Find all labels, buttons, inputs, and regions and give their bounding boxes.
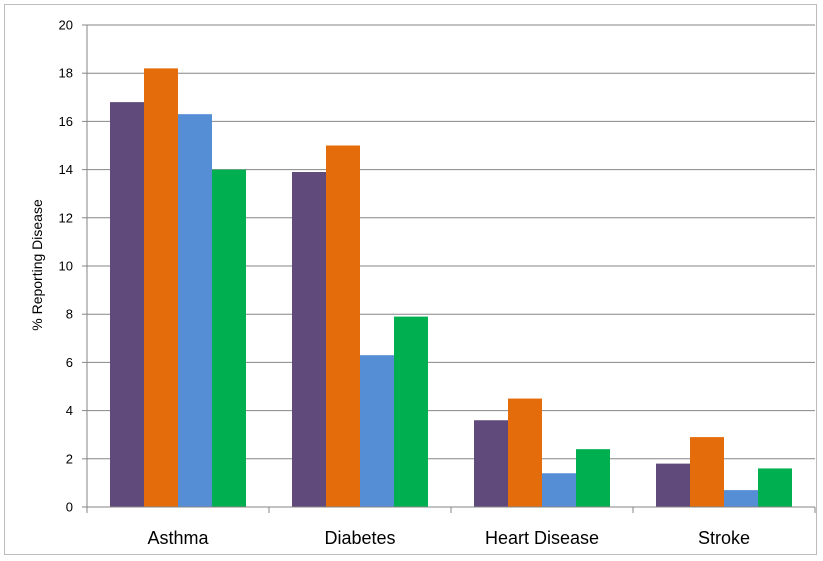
bar-diabetes-series-4 bbox=[394, 316, 428, 507]
bar-heart-disease-series-2 bbox=[508, 398, 542, 507]
y-tick-label: 16 bbox=[59, 114, 73, 129]
bar-stroke-series-3 bbox=[724, 490, 758, 507]
bar-heart-disease-series-1 bbox=[474, 420, 508, 507]
y-tick-label: 18 bbox=[59, 66, 73, 81]
bar-heart-disease-series-4 bbox=[576, 449, 610, 507]
bar-asthma-series-4 bbox=[212, 169, 246, 507]
x-category-label: Asthma bbox=[147, 528, 209, 548]
y-tick-label: 8 bbox=[66, 307, 73, 322]
bar-stroke-series-2 bbox=[690, 437, 724, 507]
y-tick-label: 14 bbox=[59, 162, 73, 177]
bar-stroke-series-1 bbox=[656, 463, 690, 507]
bar-asthma-series-1 bbox=[110, 102, 144, 508]
x-category-label: Diabetes bbox=[324, 528, 395, 548]
bar-heart-disease-series-3 bbox=[542, 473, 576, 507]
bar-diabetes-series-2 bbox=[326, 145, 360, 507]
y-tick-label: 12 bbox=[59, 210, 73, 225]
y-axis-ticks: 0 2 4 6 8 10 12 14 16 18 20 bbox=[59, 18, 87, 515]
y-tick-label: 6 bbox=[66, 355, 73, 370]
x-category-label: Heart Disease bbox=[485, 528, 599, 548]
bar-diabetes-series-1 bbox=[292, 172, 326, 507]
y-tick-label: 4 bbox=[66, 403, 73, 418]
bar-asthma-series-3 bbox=[178, 114, 212, 508]
y-tick-label: 20 bbox=[59, 18, 73, 33]
y-tick-label: 0 bbox=[66, 500, 73, 515]
y-tick-label: 2 bbox=[66, 451, 73, 466]
y-tick-label: 10 bbox=[59, 259, 73, 274]
x-axis-ticks: Asthma Diabetes Heart Disease Stroke bbox=[86, 507, 816, 548]
bar-diabetes-series-3 bbox=[360, 355, 394, 507]
x-category-label: Stroke bbox=[698, 528, 750, 548]
bar-asthma-series-2 bbox=[144, 68, 178, 507]
bars bbox=[110, 68, 792, 508]
bar-stroke-series-4 bbox=[758, 468, 792, 507]
y-axis-title: % Reporting Disease bbox=[29, 199, 45, 331]
